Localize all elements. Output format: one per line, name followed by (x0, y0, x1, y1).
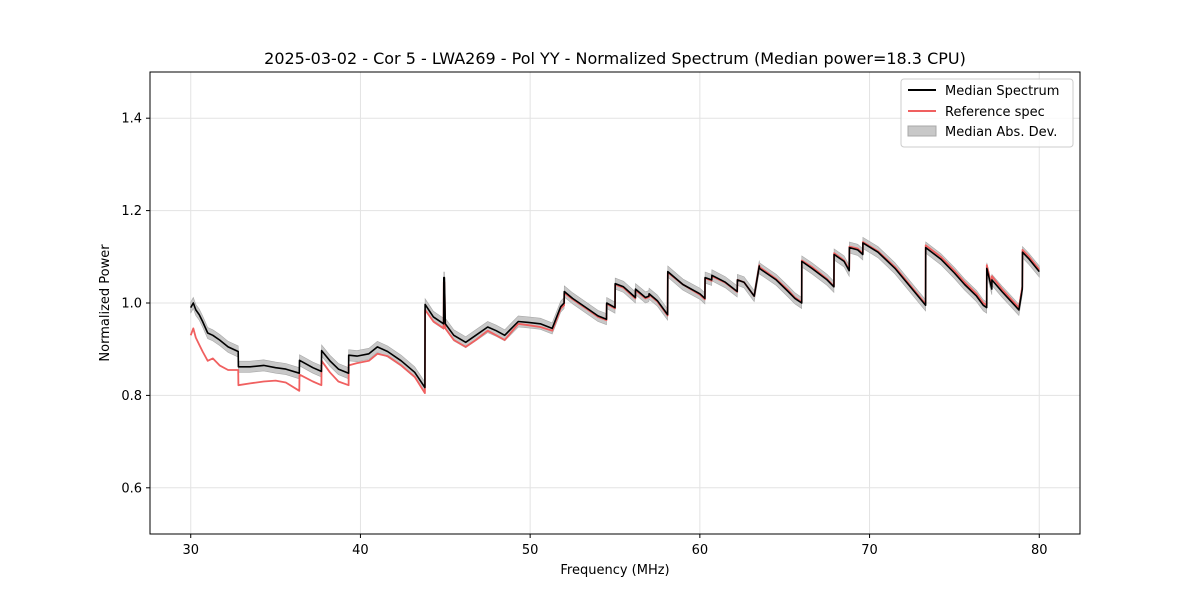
y-tick-label: 0.8 (121, 389, 142, 404)
median-spectrum-line (190, 242, 1040, 389)
x-tick-label: 60 (692, 543, 709, 558)
y-tick-label: 1.0 (121, 297, 142, 312)
legend-median-label: Median Spectrum (945, 84, 1059, 99)
legend-box (900, 78, 1074, 148)
y-axis-label: Normalized Power (98, 244, 113, 362)
legend-reference-label: Reference spec (945, 105, 1045, 120)
x-tick-label: 70 (861, 543, 878, 558)
legend-band-label: Median Abs. Dev. (945, 125, 1057, 140)
series-layer (189, 241, 1041, 395)
legend: Median Spectrum Reference spec Median Ab… (900, 78, 1074, 148)
x-tick-label: 30 (182, 543, 199, 558)
y-tick-label: 1.2 (121, 204, 142, 219)
ticks: 30 40 50 60 70 80 0.6 0.8 1.0 1.2 1.4 (121, 112, 1047, 558)
y-tick-label: 0.6 (121, 481, 142, 496)
chart-title: 2025-03-02 - Cor 5 - LWA269 - Pol YY - N… (264, 49, 966, 68)
x-tick-label: 40 (352, 543, 369, 558)
legend-band-swatch (907, 125, 937, 137)
x-tick-label: 50 (522, 543, 539, 558)
y-tick-label: 1.4 (121, 112, 142, 127)
x-tick-label: 80 (1031, 543, 1048, 558)
x-axis-label: Frequency (MHz) (560, 563, 669, 578)
